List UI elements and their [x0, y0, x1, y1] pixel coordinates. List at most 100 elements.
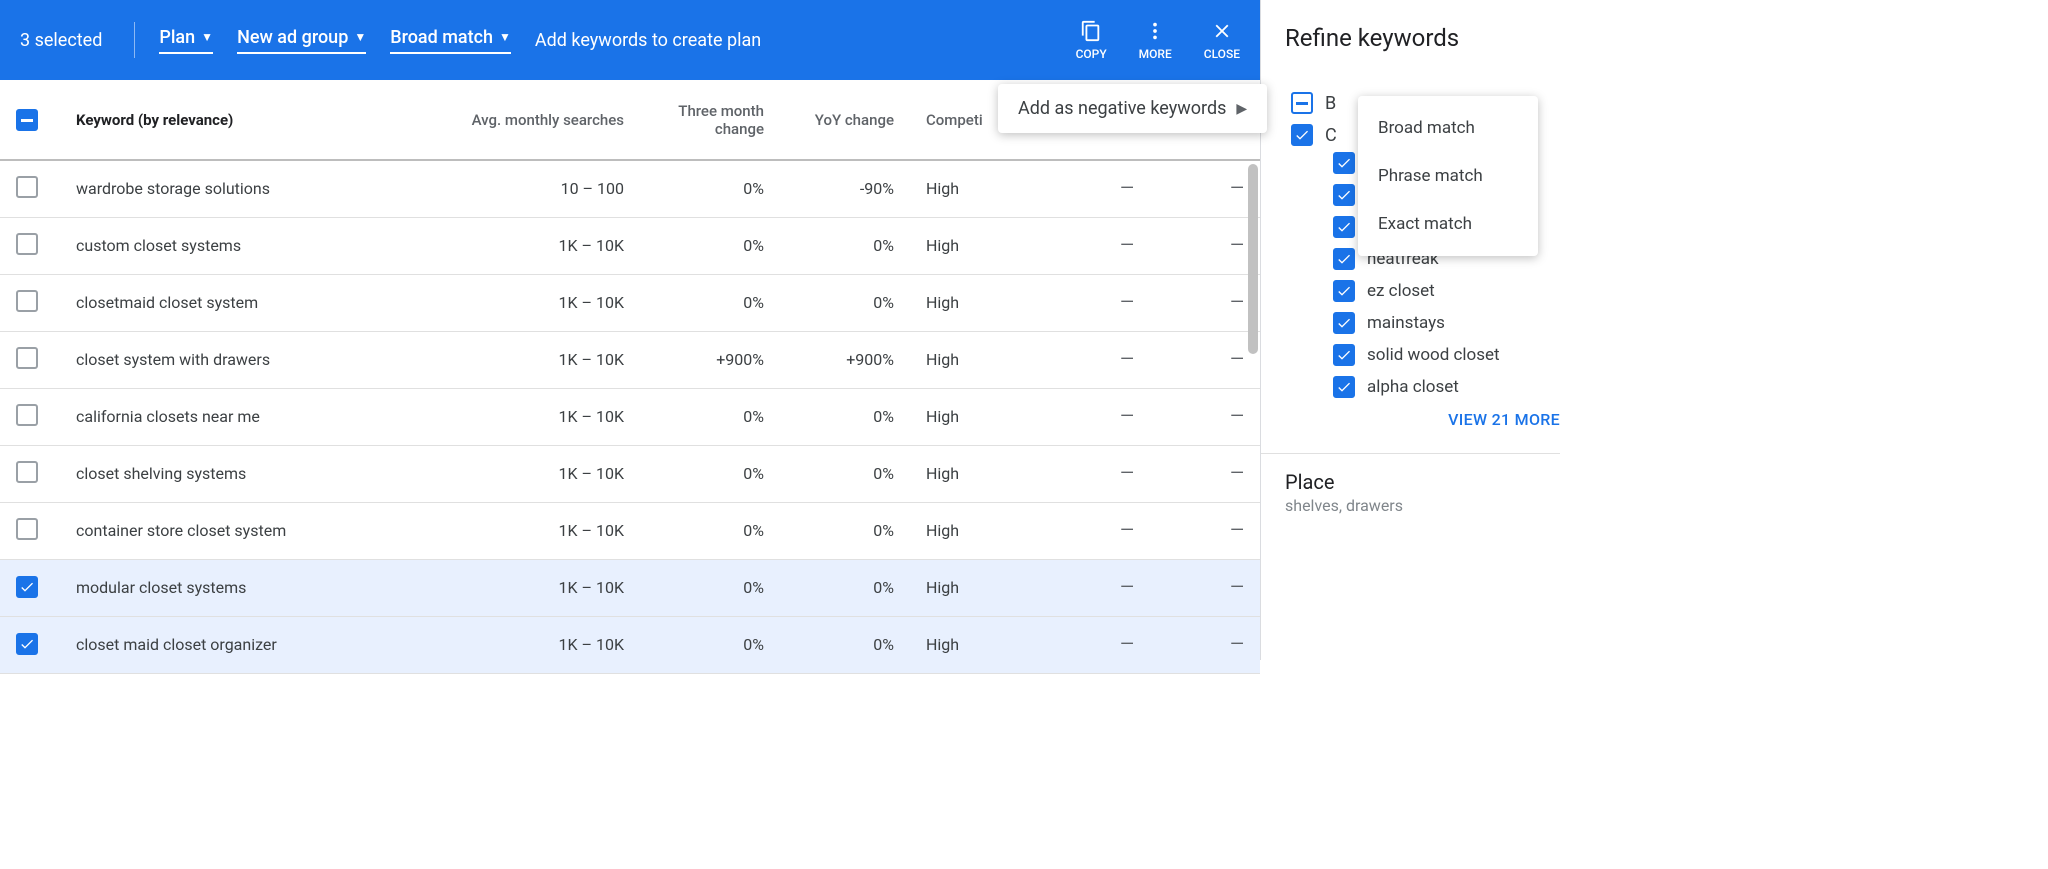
close-button[interactable]: CLOSE [1204, 19, 1240, 61]
table-row: california closets near me1K – 10K0%0%Hi… [0, 388, 1260, 445]
vertical-scrollbar[interactable] [1248, 164, 1258, 354]
keyword-cell[interactable]: custom closet systems [60, 217, 420, 274]
blank-cell: — [1030, 274, 1150, 331]
blank-cell: — [1030, 388, 1150, 445]
table-row: container store closet system1K – 10K0%0… [0, 502, 1260, 559]
plan-dropdown[interactable]: Plan ▼ [159, 27, 213, 54]
row-checkbox[interactable] [16, 633, 38, 655]
row-checkbox[interactable] [16, 233, 38, 255]
competition-cell: High [910, 616, 1030, 673]
searches-cell: 10 – 100 [420, 160, 640, 217]
row-checkbox[interactable] [16, 290, 38, 312]
subgroup-checkbox[interactable] [1291, 124, 1313, 146]
table-row: closetmaid closet system1K – 10K0%0%High… [0, 274, 1260, 331]
refine-checkbox[interactable] [1333, 248, 1355, 270]
more-button[interactable]: MORE [1139, 19, 1172, 61]
keyword-cell[interactable]: closet shelving systems [60, 445, 420, 502]
keyword-cell[interactable]: container store closet system [60, 502, 420, 559]
place-subtitle: shelves, drawers [1285, 496, 1560, 515]
yoy-cell: 0% [780, 217, 910, 274]
adgroup-dropdown[interactable]: New ad group ▼ [237, 27, 366, 54]
table-row: closet maid closet organizer1K – 10K0%0%… [0, 616, 1260, 673]
yoy-cell: 0% [780, 274, 910, 331]
copy-button[interactable]: COPY [1076, 19, 1107, 61]
competition-cell: High [910, 160, 1030, 217]
adgroup-label: New ad group [237, 27, 348, 48]
three-month-cell: +900% [640, 331, 780, 388]
add-keywords-link[interactable]: Add keywords to create plan [535, 30, 761, 51]
refine-checkbox[interactable] [1333, 344, 1355, 366]
match-option-broad[interactable]: Broad match [1358, 104, 1538, 152]
three-month-cell: 0% [640, 217, 780, 274]
table-row: wardrobe storage solutions10 – 1000%-90%… [0, 160, 1260, 217]
copy-icon [1080, 19, 1102, 43]
blank-cell: — [1030, 559, 1150, 616]
blank-cell: — [1030, 217, 1150, 274]
keyword-cell[interactable]: closet system with drawers [60, 331, 420, 388]
refine-checkbox[interactable] [1333, 280, 1355, 302]
three-month-cell: 0% [640, 502, 780, 559]
blank-cell: — [1150, 274, 1260, 331]
negative-keywords-menu-item[interactable]: Add as negative keywords ▶ [998, 84, 1267, 133]
yoy-cell: 0% [780, 388, 910, 445]
row-checkbox[interactable] [16, 176, 38, 198]
blank-cell: — [1150, 217, 1260, 274]
table-row: closet system with drawers1K – 10K+900%+… [0, 331, 1260, 388]
refine-checkbox[interactable] [1333, 216, 1355, 238]
refine-item[interactable]: mainstays [1333, 312, 1560, 334]
more-label: MORE [1139, 47, 1172, 61]
table-row: modular closet systems1K – 10K0%0%High—— [0, 559, 1260, 616]
blank-cell: — [1030, 160, 1150, 217]
chevron-down-icon: ▼ [201, 30, 213, 44]
refine-checkbox[interactable] [1333, 376, 1355, 398]
select-all-checkbox[interactable] [16, 109, 38, 131]
match-dropdown[interactable]: Broad match ▼ [390, 27, 511, 54]
row-checkbox[interactable] [16, 461, 38, 483]
col-searches[interactable]: Avg. monthly searches [420, 80, 640, 160]
refine-item[interactable]: ez closet [1333, 280, 1560, 302]
yoy-cell: 0% [780, 616, 910, 673]
keyword-cell[interactable]: closetmaid closet system [60, 274, 420, 331]
row-checkbox[interactable] [16, 347, 38, 369]
three-month-cell: 0% [640, 559, 780, 616]
brand-group-checkbox[interactable] [1291, 92, 1313, 114]
blank-cell: — [1150, 388, 1260, 445]
view-more-link[interactable]: VIEW 21 MORE [1285, 410, 1560, 429]
refine-item-label: ez closet [1367, 281, 1435, 301]
col-yoy[interactable]: YoY change [780, 80, 910, 160]
refine-checkbox[interactable] [1333, 152, 1355, 174]
searches-cell: 1K – 10K [420, 331, 640, 388]
col-three-month[interactable]: Three month change [640, 80, 780, 160]
keyword-cell[interactable]: california closets near me [60, 388, 420, 445]
chevron-down-icon: ▼ [499, 30, 511, 44]
table-row: closet shelving systems1K – 10K0%0%High—… [0, 445, 1260, 502]
refine-title: Refine keywords [1285, 24, 1560, 52]
place-title: Place [1285, 470, 1560, 494]
competition-cell: High [910, 559, 1030, 616]
keyword-cell[interactable]: modular closet systems [60, 559, 420, 616]
keyword-cell[interactable]: wardrobe storage solutions [60, 160, 420, 217]
three-month-cell: 0% [640, 160, 780, 217]
chevron-right-icon: ▶ [1236, 101, 1247, 117]
refine-checkbox[interactable] [1333, 312, 1355, 334]
competition-cell: High [910, 445, 1030, 502]
three-month-cell: 0% [640, 274, 780, 331]
three-month-cell: 0% [640, 616, 780, 673]
blank-cell: — [1150, 445, 1260, 502]
match-type-submenu: Broad match Phrase match Exact match [1358, 96, 1538, 256]
refine-item[interactable]: alpha closet [1333, 376, 1560, 398]
match-option-exact[interactable]: Exact match [1358, 200, 1538, 248]
refine-checkbox[interactable] [1333, 184, 1355, 206]
refine-item[interactable]: solid wood closet [1333, 344, 1560, 366]
row-checkbox[interactable] [16, 404, 38, 426]
match-option-phrase[interactable]: Phrase match [1358, 152, 1538, 200]
competition-cell: High [910, 331, 1030, 388]
row-checkbox[interactable] [16, 518, 38, 540]
blank-cell: — [1150, 160, 1260, 217]
keyword-cell[interactable]: closet maid closet organizer [60, 616, 420, 673]
refine-item-label: alpha closet [1367, 377, 1459, 397]
col-keyword[interactable]: Keyword (by relevance) [60, 80, 420, 160]
row-checkbox[interactable] [16, 576, 38, 598]
place-section[interactable]: Place shelves, drawers [1285, 470, 1560, 515]
searches-cell: 1K – 10K [420, 616, 640, 673]
